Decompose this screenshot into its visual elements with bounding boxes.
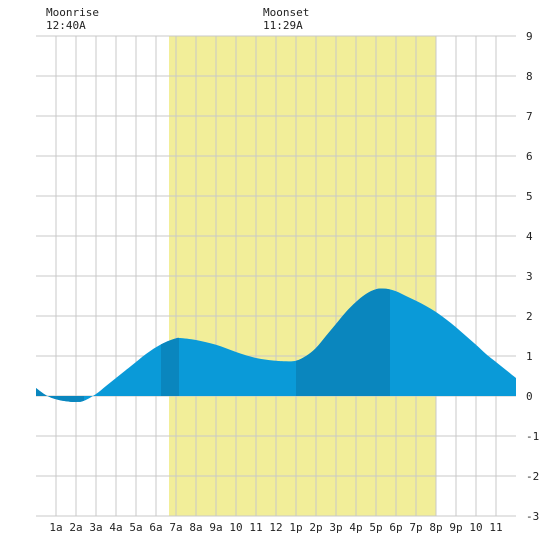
tide-area-dark-segment	[161, 337, 179, 396]
x-tick-label: 10	[229, 521, 242, 534]
x-tick-label: 12	[269, 521, 282, 534]
x-tick-label: 6p	[389, 521, 402, 534]
y-tick-label: 6	[526, 150, 533, 163]
y-tick-label: 9	[526, 30, 533, 43]
y-tick-label: 7	[526, 110, 533, 123]
y-tick-label: 4	[526, 230, 533, 243]
x-tick-label: 4a	[109, 521, 122, 534]
x-tick-label: 10	[469, 521, 482, 534]
x-tick-label: 7a	[169, 521, 182, 534]
x-tick-label: 8a	[189, 521, 202, 534]
x-tick-label: 9a	[209, 521, 222, 534]
moonrise-label: Moonrise 12:40A	[46, 6, 99, 32]
x-tick-label: 11	[249, 521, 262, 534]
x-tick-label: 7p	[409, 521, 422, 534]
y-tick-label: 8	[526, 70, 533, 83]
x-tick-label: 5a	[129, 521, 142, 534]
moonset-title: Moonset	[263, 6, 310, 19]
x-tick-label: 1p	[289, 521, 302, 534]
x-tick-label: 2a	[69, 521, 82, 534]
moonrise-time: 12:40A	[46, 19, 86, 32]
y-tick-label: -1	[526, 430, 539, 443]
y-tick-label: 3	[526, 270, 533, 283]
moonrise-title: Moonrise	[46, 6, 99, 19]
y-tick-label: 2	[526, 310, 533, 323]
tide-area-dark-segment	[36, 388, 84, 403]
y-tick-label: 0	[526, 390, 533, 403]
x-tick-label: 3a	[89, 521, 102, 534]
moonset-time: 11:29A	[263, 19, 303, 32]
x-tick-label: 1a	[49, 521, 62, 534]
y-tick-label: -3	[526, 510, 539, 523]
y-tick-label: 5	[526, 190, 533, 203]
x-tick-label: 5p	[369, 521, 382, 534]
y-tick-label: 1	[526, 350, 533, 363]
x-tick-label: 3p	[329, 521, 342, 534]
x-tick-label: 4p	[349, 521, 362, 534]
tide-area	[36, 288, 516, 403]
tide-area-dark-segment	[296, 288, 390, 396]
x-tick-label: 2p	[309, 521, 322, 534]
x-tick-label: 6a	[149, 521, 162, 534]
moonset-label: Moonset 11:29A	[263, 6, 309, 32]
x-tick-label: 11	[489, 521, 502, 534]
y-tick-label: -2	[526, 470, 539, 483]
x-tick-label: 8p	[429, 521, 442, 534]
x-tick-label: 9p	[449, 521, 462, 534]
